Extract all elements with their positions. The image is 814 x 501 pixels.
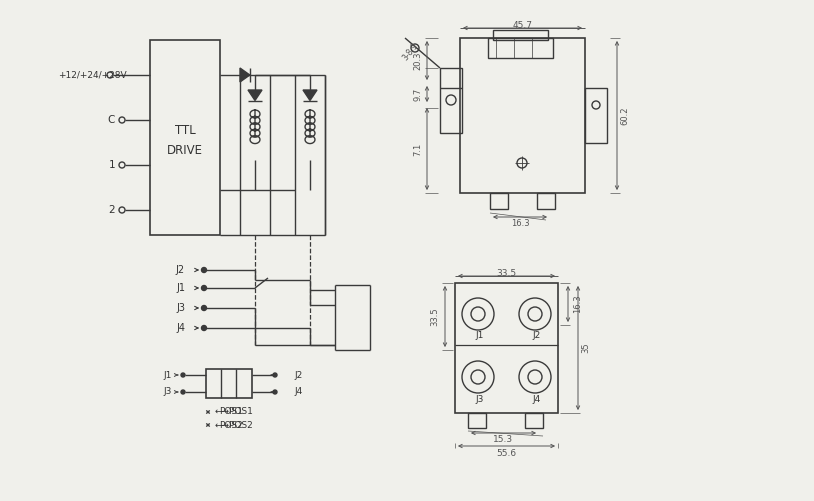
Text: 1: 1 bbox=[108, 160, 115, 170]
Text: J1: J1 bbox=[176, 283, 185, 293]
Text: 3-8.9: 3-8.9 bbox=[400, 42, 419, 63]
Text: J4: J4 bbox=[533, 394, 541, 403]
Text: 9.7: 9.7 bbox=[414, 87, 422, 101]
Bar bbox=[468, 413, 486, 428]
Text: 35: 35 bbox=[581, 343, 590, 353]
Text: POS1: POS1 bbox=[219, 407, 243, 416]
Text: 60.2: 60.2 bbox=[620, 106, 629, 125]
Text: TTL: TTL bbox=[175, 124, 195, 136]
Text: J4: J4 bbox=[294, 387, 302, 396]
Polygon shape bbox=[248, 90, 262, 101]
Text: 45.7: 45.7 bbox=[513, 21, 532, 30]
Circle shape bbox=[202, 326, 207, 331]
Text: 55.6: 55.6 bbox=[497, 448, 517, 457]
Bar bbox=[455, 283, 558, 413]
Circle shape bbox=[273, 390, 277, 394]
Polygon shape bbox=[240, 68, 250, 82]
Text: J2: J2 bbox=[294, 371, 302, 379]
Bar bbox=[488, 38, 553, 58]
Text: 2: 2 bbox=[108, 205, 115, 215]
Text: DRIVE: DRIVE bbox=[167, 143, 203, 156]
Bar bbox=[585, 88, 607, 143]
Circle shape bbox=[202, 286, 207, 291]
Bar bbox=[460, 38, 585, 193]
Text: +12/+24/+28V: +12/+24/+28V bbox=[58, 71, 127, 80]
Text: 33.5: 33.5 bbox=[431, 307, 440, 326]
Polygon shape bbox=[303, 90, 317, 101]
Text: 20.3: 20.3 bbox=[414, 51, 422, 70]
Text: J1: J1 bbox=[476, 332, 484, 341]
Bar bbox=[150, 40, 220, 235]
Bar bbox=[490, 193, 508, 209]
Text: ←→POS2: ←→POS2 bbox=[215, 420, 254, 429]
Bar bbox=[493, 30, 548, 40]
Text: 16.3: 16.3 bbox=[574, 295, 583, 313]
Bar bbox=[206, 369, 252, 398]
Text: ←→POS1: ←→POS1 bbox=[215, 407, 254, 416]
Circle shape bbox=[273, 373, 277, 377]
Text: 7.1: 7.1 bbox=[414, 142, 422, 156]
Text: J1: J1 bbox=[164, 371, 172, 379]
Text: J3: J3 bbox=[164, 387, 172, 396]
Text: 15.3: 15.3 bbox=[493, 435, 514, 444]
Text: C: C bbox=[107, 115, 115, 125]
Text: J4: J4 bbox=[176, 323, 185, 333]
Text: J2: J2 bbox=[176, 265, 185, 275]
Text: POS2: POS2 bbox=[219, 420, 243, 429]
Circle shape bbox=[181, 373, 185, 377]
Circle shape bbox=[181, 390, 185, 394]
Circle shape bbox=[202, 268, 207, 273]
Text: 33.5: 33.5 bbox=[497, 269, 517, 278]
Text: J3: J3 bbox=[176, 303, 185, 313]
Circle shape bbox=[202, 306, 207, 311]
Text: 16.3: 16.3 bbox=[510, 218, 529, 227]
Bar bbox=[537, 193, 555, 209]
Bar bbox=[525, 413, 543, 428]
Text: J3: J3 bbox=[476, 394, 484, 403]
Bar bbox=[440, 68, 462, 133]
Text: J2: J2 bbox=[533, 332, 541, 341]
